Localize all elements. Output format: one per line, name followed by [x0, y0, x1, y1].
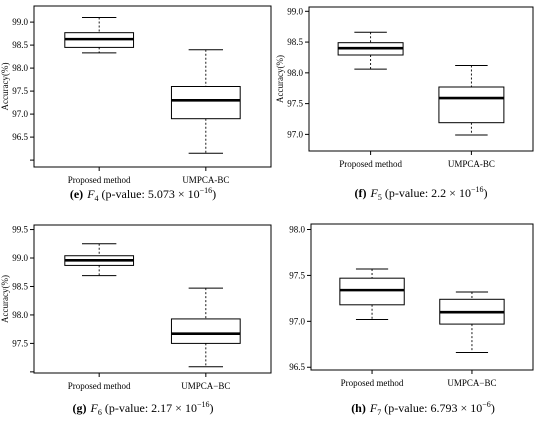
iqr-box: [339, 277, 405, 306]
y-tick-label: 97.5: [12, 86, 28, 96]
iqr-box: [170, 318, 241, 344]
box-2: [439, 291, 505, 354]
y-axis-label: Accuracy(%): [0, 275, 10, 323]
plot-frame: [33, 224, 272, 374]
y-tick-label: 98.0: [287, 68, 303, 78]
y-tick-label: 97.5: [287, 99, 303, 109]
box-2: [170, 287, 241, 368]
boxplot-panel-3: 97.5 98.0 98.5 99.0 99.5 Accuracy(%) Proposed …: [0, 224, 272, 417]
y-tick-label: 98.0: [12, 310, 28, 320]
plot-frame: [308, 6, 534, 152]
box-1: [339, 268, 405, 320]
x-category-label: Proposed method: [68, 175, 131, 185]
box-1: [64, 17, 135, 54]
boxplot-panel-2: 97.0 97.5 98.0 98.5 99.0 Accuracy(%) Proposed …: [275, 6, 534, 202]
box-2: [438, 64, 505, 136]
x-category-label: Proposed method: [68, 381, 131, 391]
box-2: [170, 49, 241, 154]
y-tick-label: 99.0: [12, 17, 28, 27]
boxplot-panel-1: 96.5 97.0 97.5 98.0 98.5 99.0 Accuracy(%) Propo…: [0, 5, 272, 203]
y-tick-label: 98.5: [12, 281, 28, 291]
x-category-label: UMPCA-BC: [182, 175, 229, 185]
plot-frame: [310, 223, 534, 371]
y-axis-label: Accuracy(%): [275, 55, 285, 103]
y-tick-label: 98.5: [12, 40, 28, 50]
y-tick-label: 99.0: [12, 253, 28, 263]
plot-frame: [33, 5, 272, 168]
panel-caption: (f) F5 (p-value: 2.2 × 10−16): [355, 185, 488, 202]
y-tick-label: 99.5: [12, 225, 28, 235]
y-axis-label: Accuracy(%): [0, 63, 10, 111]
panel-caption: (h) F7 (p-value: 6.793 × 10−6): [351, 400, 495, 417]
x-category-label: UMPCA−BC: [447, 378, 496, 388]
y-tick-label: 98.5: [287, 37, 303, 47]
x-category-label: Proposed method: [341, 378, 404, 388]
y-tick-label: 97.0: [287, 129, 303, 139]
y-tick-label: 97.5: [12, 338, 28, 348]
y-tick-label: 96.5: [289, 362, 305, 372]
y-tick-label: 96.5: [12, 132, 28, 142]
y-tick-label: 97.5: [289, 270, 305, 280]
x-category-label: UMPCA−BC: [181, 381, 230, 391]
boxplot-panel-4: 96.5 97.0 97.5 98.0 Proposed method UMPCA−BC (…: [289, 223, 534, 417]
y-tick-label: 97.0: [289, 316, 305, 326]
y-tick-label: 97.0: [12, 109, 28, 119]
iqr-box: [170, 86, 241, 120]
x-category-label: UMPCA-BC: [448, 159, 495, 169]
panel-caption: (g) F6 (p-value: 2.17 × 10−16): [73, 400, 214, 417]
panel-caption: (e) F4 (p-value: 5.073 × 10−16): [70, 186, 216, 203]
box-1: [337, 31, 404, 70]
iqr-box: [438, 86, 505, 124]
y-tick-label: 98.0: [289, 225, 305, 235]
y-tick-label: 99.0: [287, 6, 303, 16]
box-1: [64, 243, 135, 277]
y-tick-label: 98.0: [12, 63, 28, 73]
x-category-label: Proposed method: [339, 159, 402, 169]
